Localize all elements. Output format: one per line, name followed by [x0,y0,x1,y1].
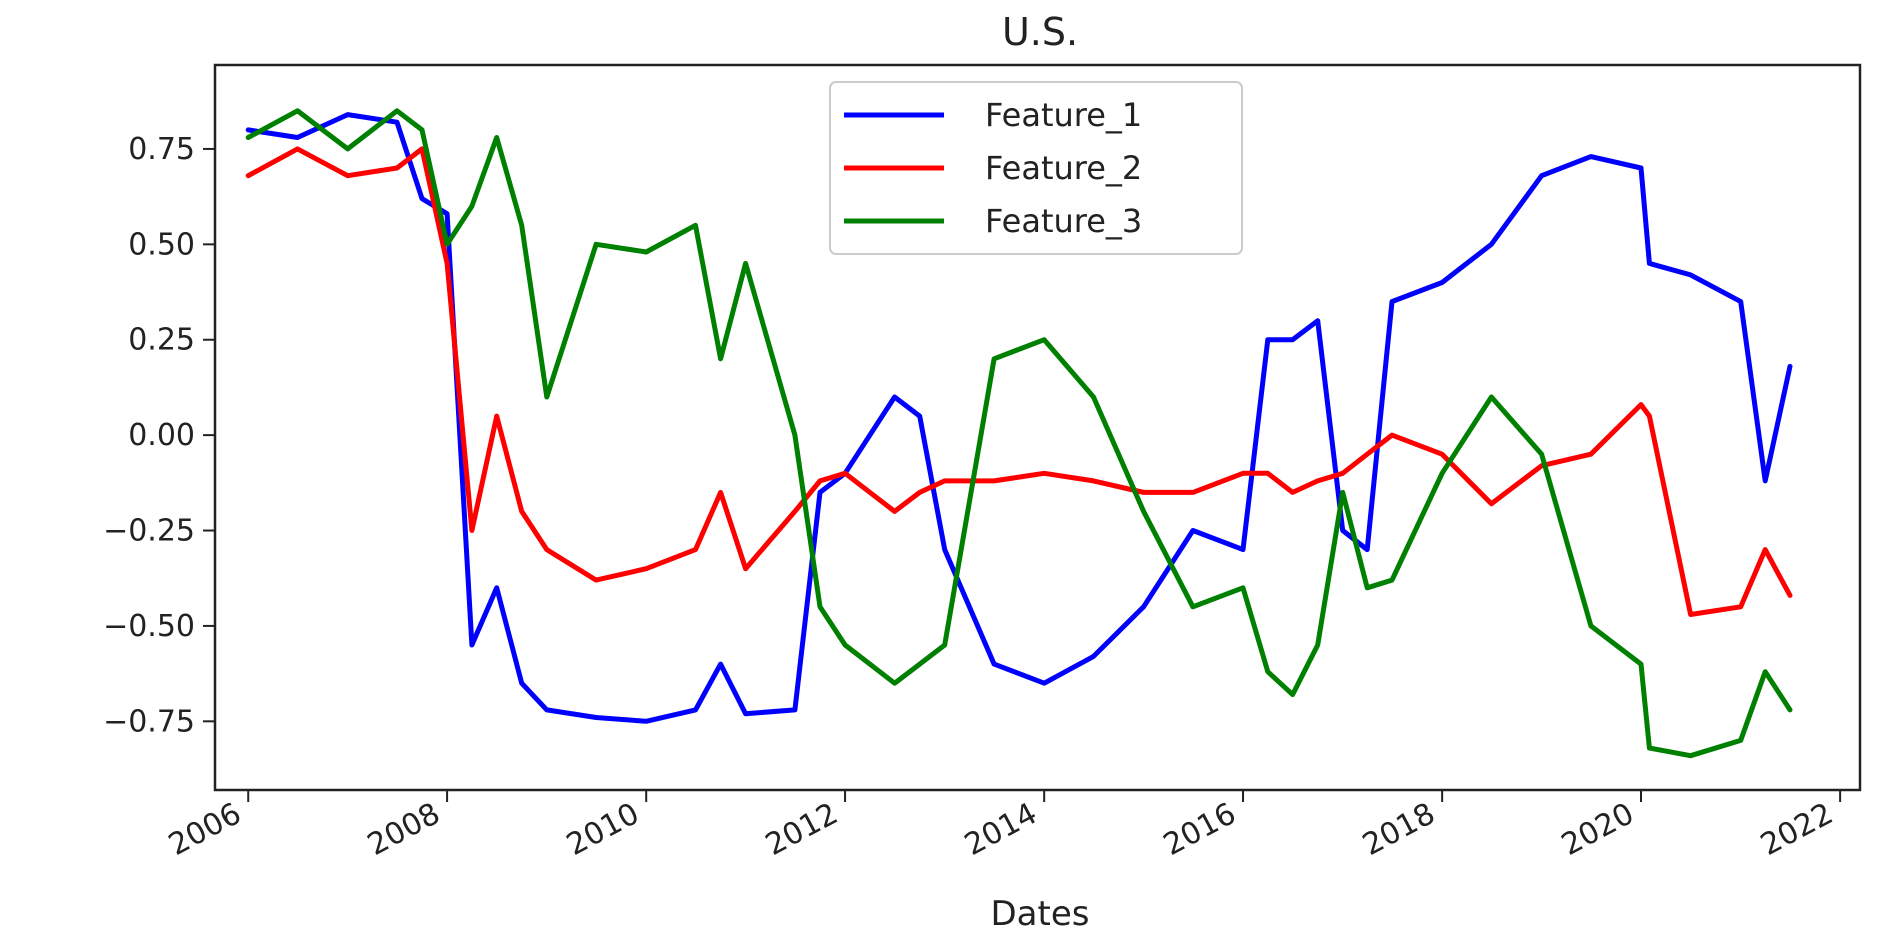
y-tick-label: −0.25 [103,514,195,549]
x-tick-label: 2022 [1755,796,1839,863]
series-line-3 [245,108,1793,759]
y-tick-label: −0.50 [103,609,195,644]
plot-lines [245,108,1793,759]
x-tick-label: 2020 [1556,796,1640,863]
legend-box [829,81,1243,255]
y-tick-label: 0.25 [128,323,195,358]
legend-label-2: Feature_2 [985,149,1142,187]
x-tick-label: 2018 [1357,796,1441,863]
legend-label-1: Feature_1 [985,96,1142,134]
x-tick-label: 2012 [760,796,844,863]
legend-label-3: Feature_3 [985,202,1142,240]
chart-title: U.S. [1002,10,1078,54]
x-tick-label: 2016 [1158,796,1242,863]
legend: Feature_1 Feature_2 Feature_3 [829,81,1243,255]
x-axis-title: Dates [991,894,1090,934]
y-tick-label: −0.75 [103,704,195,739]
x-tick-label: 2010 [561,796,645,863]
series-line-2 [245,146,1793,617]
y-axis: 0.75 0.50 0.25 0.00 −0.25 −0.50 −0.75 [103,132,215,739]
y-tick-label: 0.75 [128,132,195,167]
x-tick-label: 2006 [163,796,247,863]
plot-frame [213,63,1862,792]
x-tick-label: 2008 [362,796,446,863]
y-tick-label: 0.00 [128,418,195,453]
x-axis: 2006 2008 2010 2012 2014 2016 2018 2020 2022 [163,790,1842,863]
x-tick-label: 2014 [959,796,1043,863]
y-tick-label: 0.50 [128,227,195,262]
series-line-1 [245,112,1793,724]
